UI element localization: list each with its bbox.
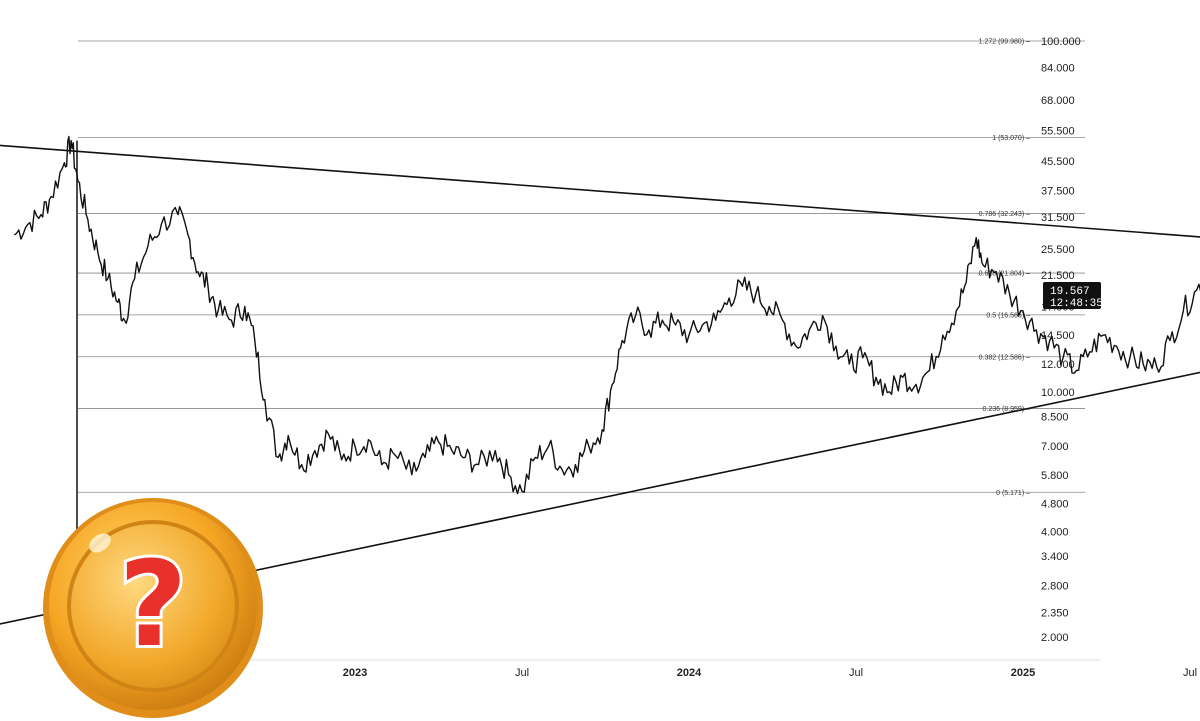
fib-level-label: 0.382 (12.586) – xyxy=(979,354,1030,361)
y-tick-label: 21.500 xyxy=(1041,270,1075,282)
y-tick-label: 25.500 xyxy=(1041,244,1075,256)
y-tick-label: 2.350 xyxy=(1041,607,1069,619)
fib-level-label: 1 (53.070) – xyxy=(992,135,1030,142)
trendline-upper xyxy=(0,144,1200,238)
fib-level-label: 0.786 (32.243) – xyxy=(979,211,1030,218)
last-price-value: 19.567 xyxy=(1050,286,1090,298)
y-tick-label: 2.800 xyxy=(1041,581,1069,593)
y-tick-label: 68.000 xyxy=(1041,95,1075,107)
y-tick-label: 4.000 xyxy=(1041,526,1069,538)
fib-level-label: 0 (5.171) – xyxy=(996,490,1030,497)
y-tick-label: 12.000 xyxy=(1041,359,1075,371)
y-tick-label: 5.800 xyxy=(1041,470,1069,482)
x-tick-label: Jul xyxy=(515,667,529,679)
y-tick-label: 10.000 xyxy=(1041,387,1075,399)
fib-level-label: 0.236 (8.959) – xyxy=(983,406,1031,413)
price-line xyxy=(13,135,1200,495)
fib-level-label: 0.618 (21.804) – xyxy=(979,271,1030,278)
y-tick-label: 4.800 xyxy=(1041,499,1069,511)
question-coin-icon: ? xyxy=(43,498,263,718)
y-tick-label: 37.500 xyxy=(1041,185,1075,197)
countdown-value: 12:48:35 xyxy=(1050,298,1103,310)
x-tick-label: 2025 xyxy=(1011,667,1035,679)
x-tick-label: 2024 xyxy=(677,667,702,679)
coin-question-mark: ? xyxy=(119,535,187,673)
y-tick-label: 55.500 xyxy=(1041,126,1075,138)
last-price-tag: 19.567 12:48:35 xyxy=(1043,282,1103,310)
y-tick-label: 45.500 xyxy=(1041,156,1075,168)
y-tick-label: 3.400 xyxy=(1041,551,1069,563)
fib-level-label: 1.272 (99.980) – xyxy=(979,39,1030,46)
y-tick-label: 31.500 xyxy=(1041,212,1075,224)
x-tick-label: Jul xyxy=(849,667,863,679)
x-tick-label: 2023 xyxy=(343,667,367,679)
y-tick-label: 8.500 xyxy=(1041,412,1069,424)
y-tick-label: 7.000 xyxy=(1041,441,1069,453)
y-tick-label: 2.000 xyxy=(1041,632,1069,644)
y-tick-label: 14.500 xyxy=(1041,330,1075,342)
y-axis: 100.000 84.000 68.000 55.500 45.500 37.500 31.… xyxy=(1041,36,1081,644)
x-axis: 2023Jul2024Jul2025Jul2026Jul2027 xyxy=(240,659,1197,679)
y-tick-label: 84.000 xyxy=(1041,63,1075,75)
x-tick-label: Jul xyxy=(1183,667,1197,679)
y-tick-label: 100.000 xyxy=(1041,36,1081,48)
price-series xyxy=(13,135,1200,495)
fibonacci-levels: 1.272 (99.980) – 1 (53.070) – 0.786 (32.24… xyxy=(76,39,1085,680)
fib-level-label: 0.5 (16.566) – xyxy=(986,312,1030,319)
